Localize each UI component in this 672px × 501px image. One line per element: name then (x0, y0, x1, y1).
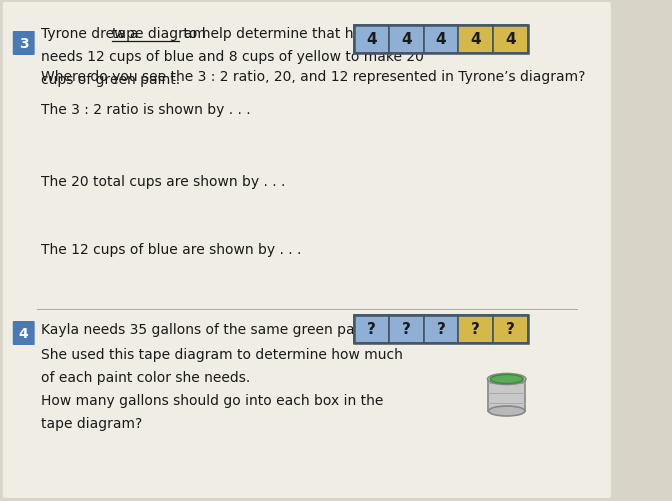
Text: needs 12 cups of blue and 8 cups of yellow to make 20: needs 12 cups of blue and 8 cups of yell… (41, 50, 424, 64)
Text: Where do you see the 3 : 2 ratio, 20, and 12 represented in Tyrone’s diagram?: Where do you see the 3 : 2 ratio, 20, an… (41, 70, 585, 84)
Bar (489, 379, 525, 411)
FancyBboxPatch shape (13, 32, 35, 56)
Text: How many gallons should go into each box in the: How many gallons should go into each box… (41, 393, 384, 407)
Text: 4: 4 (505, 33, 515, 48)
Text: to help determine that he: to help determine that he (179, 27, 362, 41)
Text: 4: 4 (19, 326, 29, 340)
Text: 4: 4 (401, 33, 412, 48)
Bar (493, 315, 528, 343)
Bar (354, 26, 528, 54)
Text: cups of green paint.: cups of green paint. (41, 73, 180, 87)
FancyBboxPatch shape (13, 321, 35, 345)
Text: tape diagram?: tape diagram? (41, 416, 142, 430)
Bar (493, 26, 528, 54)
Text: The 3 : 2 ratio is shown by . . .: The 3 : 2 ratio is shown by . . . (41, 103, 251, 117)
Text: ?: ? (437, 322, 446, 337)
Text: She used this tape diagram to determine how much: She used this tape diagram to determine … (41, 347, 403, 361)
Bar (423, 315, 458, 343)
Bar (423, 26, 458, 54)
Text: The 12 cups of blue are shown by . . .: The 12 cups of blue are shown by . . . (41, 242, 302, 257)
Ellipse shape (489, 406, 525, 416)
Text: of each paint color she needs.: of each paint color she needs. (41, 370, 251, 384)
Text: Tyrone drew a: Tyrone drew a (41, 27, 143, 41)
Ellipse shape (491, 375, 523, 384)
Text: tape diagram: tape diagram (112, 27, 206, 41)
Text: ?: ? (402, 322, 411, 337)
Text: 3: 3 (19, 37, 28, 51)
Bar (354, 315, 528, 343)
Bar (354, 26, 389, 54)
Text: ?: ? (471, 322, 480, 337)
Text: 4: 4 (366, 33, 377, 48)
Text: 4: 4 (435, 33, 446, 48)
Text: ?: ? (506, 322, 515, 337)
FancyBboxPatch shape (3, 3, 611, 498)
Bar (389, 315, 423, 343)
Text: 4: 4 (470, 33, 481, 48)
Bar (458, 315, 493, 343)
Bar (458, 26, 493, 54)
Bar (389, 26, 423, 54)
Ellipse shape (488, 374, 526, 385)
Text: ?: ? (367, 322, 376, 337)
Bar (354, 315, 389, 343)
Text: The 20 total cups are shown by . . .: The 20 total cups are shown by . . . (41, 175, 286, 188)
Text: Kayla needs 35 gallons of the same green paint.: Kayla needs 35 gallons of the same green… (41, 322, 377, 336)
